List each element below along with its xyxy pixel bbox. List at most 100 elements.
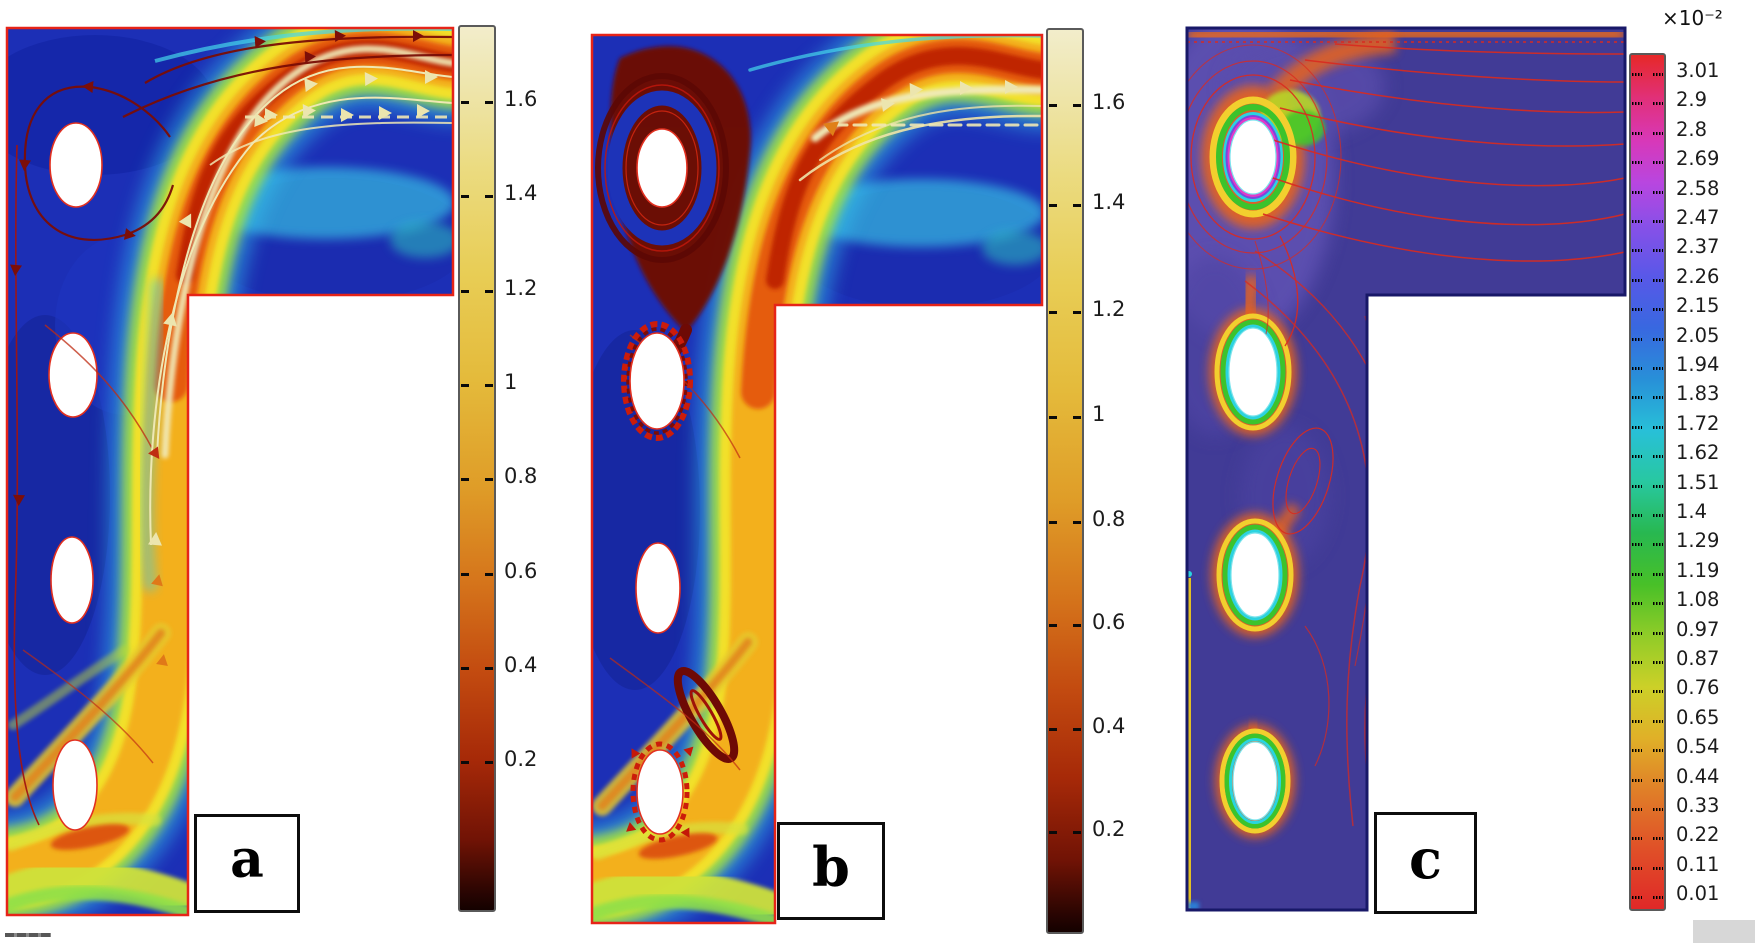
colorbar-c-tick bbox=[1632, 484, 1642, 488]
colorbar-c-tick bbox=[1632, 160, 1642, 164]
colorbar-b-tick-label: 0.2 bbox=[1092, 817, 1126, 841]
panel-b-plot bbox=[590, 30, 1046, 928]
colorbar-c-tick bbox=[1632, 689, 1642, 693]
colorbar-c-tick bbox=[1653, 778, 1663, 782]
colorbar-c-tick bbox=[1653, 660, 1663, 664]
colorbar-b-tick bbox=[1049, 830, 1057, 834]
colorbar-a-gradient bbox=[458, 25, 496, 912]
colorbar-c-tick bbox=[1653, 72, 1663, 76]
colorbar-a-tick-label: 1.4 bbox=[504, 181, 538, 205]
colorbar-c-tick bbox=[1653, 836, 1663, 840]
colorbar-c-tick-label: 0.01 bbox=[1676, 882, 1720, 905]
colorbar-b-tick bbox=[1073, 310, 1081, 314]
colorbar-b-tick bbox=[1073, 415, 1081, 419]
colorbar-c-tick-label: 2.58 bbox=[1676, 177, 1720, 200]
colorbar-c-tick-label: 3.01 bbox=[1676, 59, 1720, 82]
colorbar-c-tick bbox=[1632, 660, 1642, 664]
colorbar-b-tick bbox=[1049, 520, 1057, 524]
inlet-strip bbox=[1187, 578, 1191, 908]
colorbar-b-tick-label: 1.2 bbox=[1092, 297, 1126, 321]
colorbar-c-tick-label: 0.33 bbox=[1676, 794, 1720, 817]
colorbar-a-tick bbox=[461, 383, 469, 387]
colorbar-c-tick bbox=[1653, 219, 1663, 223]
colorbar-c-tick bbox=[1632, 395, 1642, 399]
colorbar-b-tick-label: 0.8 bbox=[1092, 507, 1126, 531]
colorbar-c-tick-label: 2.26 bbox=[1676, 265, 1720, 288]
colorbar-c-tick bbox=[1632, 72, 1642, 76]
panel-c-baffles bbox=[1228, 119, 1280, 821]
panel-c-label-box: c bbox=[1374, 812, 1477, 914]
colorbar-c-tick bbox=[1653, 366, 1663, 370]
contour-lines bbox=[1187, 41, 1625, 827]
colorbar-c-tick bbox=[1632, 366, 1642, 370]
colorbar-c-tick-label: 0.54 bbox=[1676, 735, 1720, 758]
colorbar-a-tick-label: 0.2 bbox=[504, 747, 538, 771]
colorbar-c-tick bbox=[1653, 190, 1663, 194]
colorbar-c-tick bbox=[1632, 131, 1642, 135]
colorbar-c-tick bbox=[1632, 542, 1642, 546]
colorbar-b-gradient bbox=[1046, 28, 1084, 934]
colorbar-b-tick-label: 1.4 bbox=[1092, 190, 1126, 214]
colorbar-c-tick-label: 2.05 bbox=[1676, 324, 1720, 347]
streamline-arrows bbox=[10, 30, 424, 506]
panel-a-label-box: a bbox=[194, 814, 300, 913]
colorbar-c-tick-label: 1.08 bbox=[1676, 588, 1720, 611]
panel-b-velocity-streamline-plot bbox=[590, 33, 1044, 925]
colorbar-a-tick-label: 1.2 bbox=[504, 276, 538, 300]
colorbar-a-tick bbox=[461, 666, 469, 670]
colorbar-b-tick bbox=[1073, 103, 1081, 107]
colorbar-c-tick bbox=[1632, 572, 1642, 576]
colorbar-c-tick-label: 0.65 bbox=[1676, 706, 1720, 729]
colorbar-a-tick bbox=[461, 194, 469, 198]
colorbar-c-tick bbox=[1653, 395, 1663, 399]
colorbar-c-tick bbox=[1632, 425, 1642, 429]
colorbar-c-tick-label: 2.37 bbox=[1676, 235, 1720, 258]
colorbar-c-tick bbox=[1632, 454, 1642, 458]
colorbar-c-tick bbox=[1632, 513, 1642, 517]
panel-b-label-box: b bbox=[777, 822, 885, 920]
colorbar-c-tick-label: 1.62 bbox=[1676, 441, 1720, 464]
panel-c-label: c bbox=[1409, 827, 1442, 891]
colorbar-c-tick bbox=[1632, 895, 1642, 899]
colorbar-a-tick bbox=[485, 289, 493, 293]
colorbar-c-tick bbox=[1653, 513, 1663, 517]
colorbar-b-tick-label: 1 bbox=[1092, 402, 1106, 426]
colorbar-c-tick bbox=[1653, 689, 1663, 693]
panel-a-velocity-streamline-plot bbox=[5, 26, 455, 917]
colorbar-c-tick-label: 1.4 bbox=[1676, 500, 1708, 523]
colorbar-b-tick bbox=[1073, 520, 1081, 524]
colorbar-c-tick bbox=[1632, 866, 1642, 870]
colorbar-c-tick bbox=[1632, 219, 1642, 223]
colorbar-c-tick-label: 0.87 bbox=[1676, 647, 1720, 670]
panel-a-plot bbox=[5, 25, 455, 920]
colorbar-c-tick bbox=[1653, 454, 1663, 458]
panel-b-label: b bbox=[812, 835, 850, 899]
colorbar-a-tick bbox=[485, 477, 493, 481]
panel-a-label: a bbox=[230, 829, 264, 890]
colorbar-b-tick-label: 1.6 bbox=[1092, 90, 1126, 114]
colorbar-c-tick bbox=[1653, 807, 1663, 811]
colorbar-c-tick-label: 1.51 bbox=[1676, 471, 1720, 494]
colorbar-c-tick bbox=[1632, 278, 1642, 282]
panel-c-contour-plot bbox=[1185, 26, 1627, 912]
colorbar-b-tick-label: 0.4 bbox=[1092, 714, 1126, 738]
bottom-left-fragment bbox=[5, 933, 51, 937]
colorbar-a-tick-label: 0.8 bbox=[504, 464, 538, 488]
colorbar-b-tick bbox=[1049, 727, 1057, 731]
colorbar-b-tick-label: 0.6 bbox=[1092, 610, 1126, 634]
colorbar-c-tick-label: 0.44 bbox=[1676, 765, 1720, 788]
colorbar-c-tick-label: 2.15 bbox=[1676, 294, 1720, 317]
colorbar-c-tick bbox=[1653, 895, 1663, 899]
colorbar-c-tick-label: 1.72 bbox=[1676, 412, 1720, 435]
colorbar-c-tick bbox=[1632, 101, 1642, 105]
colorbar-c-tick bbox=[1653, 278, 1663, 282]
colorbar-c-tick bbox=[1653, 307, 1663, 311]
colorbar-a-tick bbox=[461, 477, 469, 481]
colorbar-c-tick-label: 2.47 bbox=[1676, 206, 1720, 229]
colorbar-a-tick bbox=[485, 666, 493, 670]
colorbar-a-tick bbox=[461, 100, 469, 104]
colorbar-c-tick-label: 2.9 bbox=[1676, 88, 1708, 111]
colorbar-b: 1.6 1.4 1.2 1 0.8 0.6 0.4 0.2 bbox=[1046, 28, 1146, 934]
colorbar-b-tick bbox=[1049, 203, 1057, 207]
